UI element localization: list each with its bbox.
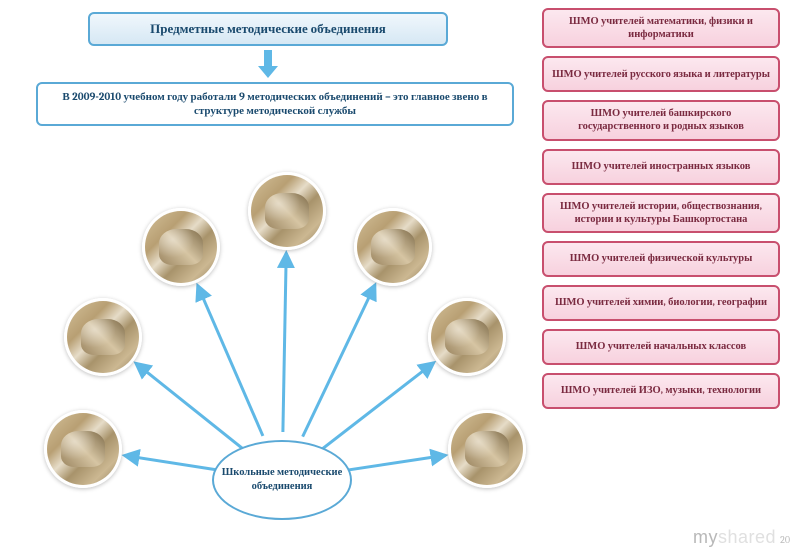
photo-icon (451, 413, 523, 485)
watermark: myshared (693, 527, 776, 548)
header-title: Предметные методические объединения (88, 12, 448, 46)
shmo-item-label: ШМО учителей истории, обществознания, ис… (552, 200, 770, 226)
shmo-item-label: ШМО учителей математики, физики и информ… (552, 15, 770, 41)
diagram-node (142, 208, 220, 286)
shmo-item: ШМО учителей башкирского государственног… (542, 100, 780, 140)
shmo-item-label: ШМО учителей русского языка и литературы (552, 68, 770, 81)
watermark-right: shared (718, 527, 776, 547)
diagram-node (44, 410, 122, 488)
diagram-node (248, 172, 326, 250)
diagram-center: Школьные методические объединения (212, 440, 352, 520)
shmo-item: ШМО учителей истории, обществознания, ис… (542, 193, 780, 233)
diagram-area: Школьные методические объединения (0, 130, 540, 550)
shmo-item: ШМО учителей ИЗО, музыки, технологии (542, 373, 780, 409)
diagram-node (64, 298, 142, 376)
shmo-list: ШМО учителей математики, физики и информ… (542, 8, 780, 409)
header-title-text: Предметные методические объединения (150, 21, 386, 37)
photo-icon (47, 413, 119, 485)
photo-icon (431, 301, 503, 373)
photo-icon (145, 211, 217, 283)
header-arrow-down-icon (258, 50, 278, 78)
shmo-item: ШМО учителей иностранных языков (542, 149, 780, 185)
shmo-item-label: ШМО учителей физической культуры (570, 252, 753, 265)
shmo-item-label: ШМО учителей башкирского государственног… (552, 107, 770, 133)
diagram-node (448, 410, 526, 488)
photo-icon (67, 301, 139, 373)
diagram-node (428, 298, 506, 376)
subtitle-box: В 2009-2010 учебном году работали 9 мето… (36, 82, 514, 126)
shmo-item: ШМО учителей физической культуры (542, 241, 780, 277)
shmo-item-label: ШМО учителей ИЗО, музыки, технологии (561, 384, 761, 397)
photo-icon (357, 211, 429, 283)
shmo-item: ШМО учителей русского языка и литературы (542, 56, 780, 92)
diagram-center-label: Школьные методические объединения (220, 466, 344, 493)
shmo-item-label: ШМО учителей начальных классов (576, 340, 746, 353)
shmo-item: ШМО учителей химии, биологии, географии (542, 285, 780, 321)
shmo-item-label: ШМО учителей химии, биологии, географии (555, 296, 767, 309)
shmo-item: ШМО учителей математики, физики и информ… (542, 8, 780, 48)
subtitle-text: В 2009-2010 учебном году работали 9 мето… (48, 90, 502, 119)
watermark-left: my (693, 527, 718, 547)
page-number: 20 (780, 534, 790, 546)
shmo-item-label: ШМО учителей иностранных языков (572, 160, 751, 173)
diagram-node (354, 208, 432, 286)
shmo-item: ШМО учителей начальных классов (542, 329, 780, 365)
photo-icon (251, 175, 323, 247)
